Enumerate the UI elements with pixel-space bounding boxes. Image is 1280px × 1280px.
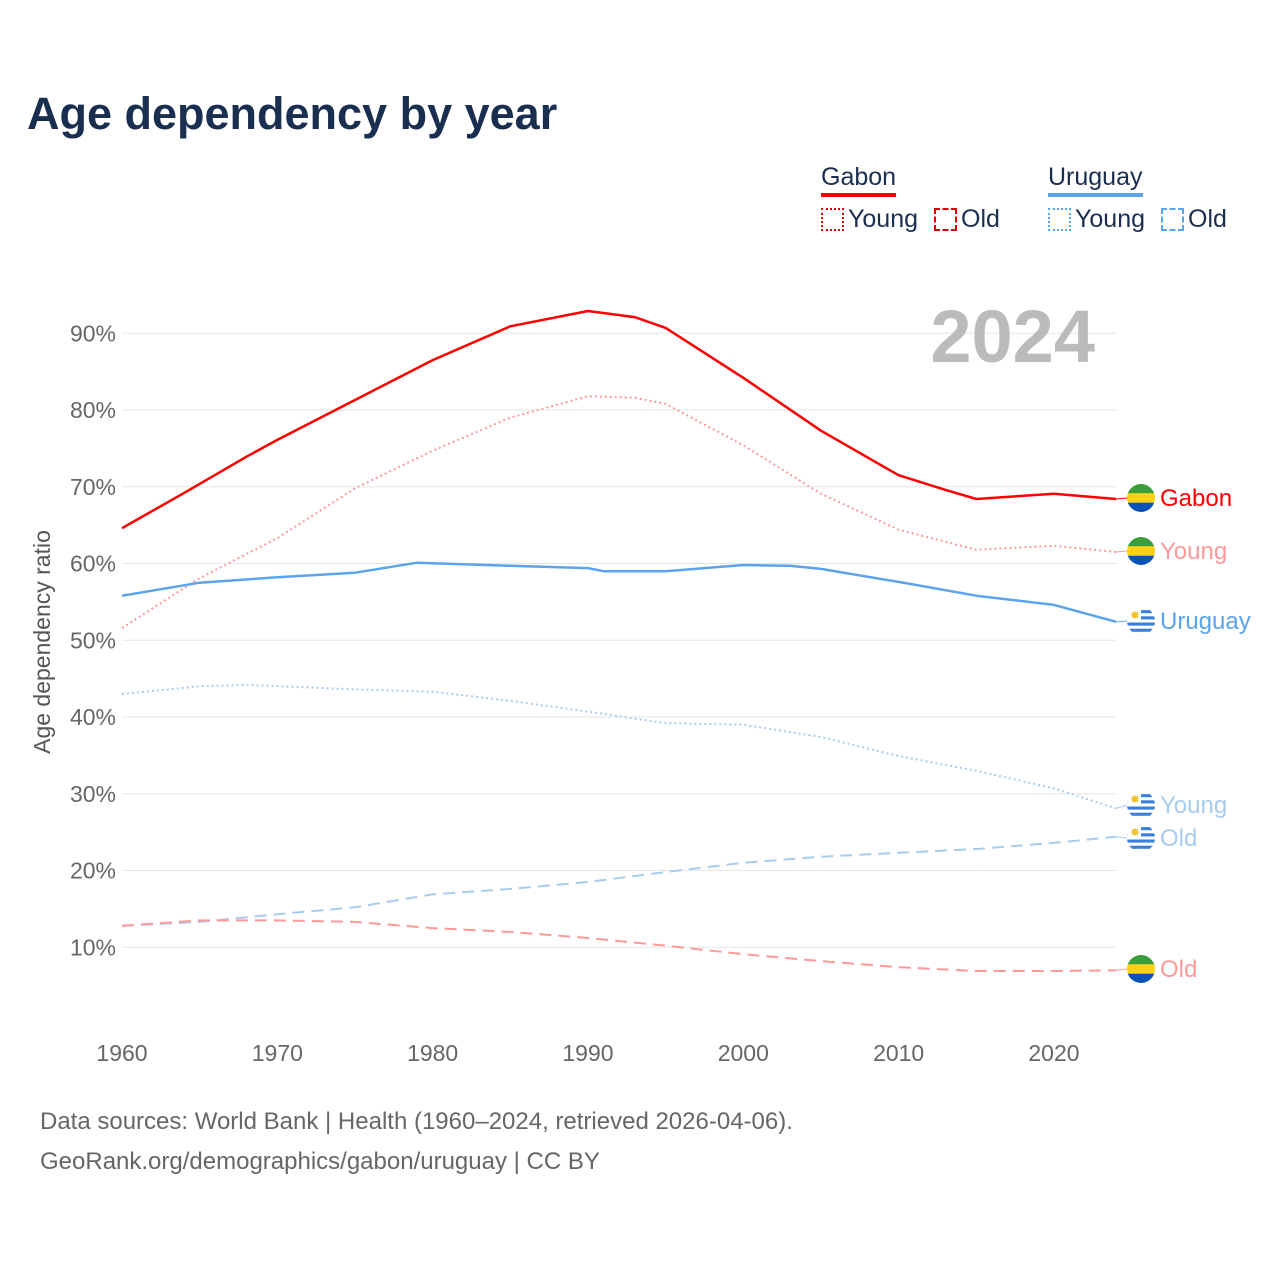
label-connector (1115, 968, 1129, 971)
dotted-swatch-icon (1048, 208, 1071, 231)
series-line-gabon (121, 309, 1117, 530)
chart-title: Age dependency by year (27, 88, 558, 139)
legend-gabon[interactable]: Gabon Young Old (821, 163, 1000, 234)
series-line-gabon-old (121, 919, 1117, 972)
legend-uruguay-old[interactable]: Old (1161, 205, 1227, 234)
y-tick-label: 10% (70, 934, 116, 960)
x-tick-label: 1980 (407, 1040, 458, 1066)
end-label: Young (1160, 538, 1227, 565)
y-tick-label: 90% (70, 320, 116, 346)
footer-link[interactable]: GeoRank.org/demographics/gabon/uruguay |… (40, 1148, 600, 1175)
label-connector (1115, 804, 1129, 809)
gabon-flag-icon (1127, 537, 1155, 565)
end-label: Old (1160, 825, 1197, 852)
x-tick-label: 2010 (873, 1040, 924, 1066)
series-line-uruguay (121, 561, 1117, 624)
year-watermark: 2024 (930, 295, 1095, 378)
legend-young-label: Young (1075, 205, 1145, 233)
gabon-flag-icon (1127, 484, 1155, 512)
legend-old-label: Old (961, 205, 1000, 233)
end-label: Old (1160, 956, 1197, 983)
y-axis-label: Age dependency ratio (29, 530, 55, 754)
label-connector (1115, 620, 1129, 623)
uruguay-flag-icon (1127, 824, 1155, 852)
legend-young-label: Young (848, 205, 918, 233)
legend-old-label: Old (1188, 205, 1227, 233)
y-tick-label: 30% (70, 781, 116, 807)
y-tick-label: 70% (70, 474, 116, 500)
sun-icon (1131, 795, 1139, 803)
series-line-uruguay-old (121, 835, 1117, 927)
sun-icon (1131, 828, 1139, 836)
label-connector (1115, 836, 1129, 839)
legend-uruguay-young[interactable]: Young (1048, 205, 1145, 234)
label-connector (1115, 497, 1129, 500)
label-connector (1115, 550, 1129, 553)
legend-uruguay-label: Uruguay (1048, 163, 1143, 197)
end-label: Young (1160, 792, 1227, 819)
uruguay-flag-icon (1127, 791, 1155, 819)
dashed-swatch-icon (1161, 208, 1184, 231)
x-tick-label: 1990 (562, 1040, 613, 1066)
dashed-swatch-icon (934, 208, 957, 231)
y-tick-label: 40% (70, 704, 116, 730)
legend-uruguay[interactable]: Uruguay Young Old (1048, 163, 1227, 234)
y-tick-label: 20% (70, 858, 116, 884)
gabon-flag-icon (1127, 955, 1155, 983)
legend-gabon-old[interactable]: Old (934, 205, 1000, 234)
sun-icon (1131, 611, 1139, 619)
y-tick-label: 50% (70, 627, 116, 653)
legend-gabon-young[interactable]: Young (821, 205, 918, 234)
y-tick-label: 60% (70, 551, 116, 577)
uruguay-flag-icon (1127, 607, 1155, 635)
x-tick-label: 2000 (718, 1040, 769, 1066)
dotted-swatch-icon (821, 208, 844, 231)
y-tick-label: 80% (70, 397, 116, 423)
footer-sources: Data sources: World Bank | Health (1960–… (40, 1108, 793, 1135)
series-line-gabon-young (121, 395, 1117, 629)
x-tick-label: 1960 (96, 1040, 147, 1066)
series-line-uruguay-young (121, 683, 1117, 810)
legend-gabon-label: Gabon (821, 163, 897, 197)
end-label: Uruguay (1160, 608, 1251, 635)
end-label: Gabon (1160, 485, 1232, 512)
x-tick-label: 1970 (252, 1040, 303, 1066)
x-tick-label: 2020 (1028, 1040, 1079, 1066)
